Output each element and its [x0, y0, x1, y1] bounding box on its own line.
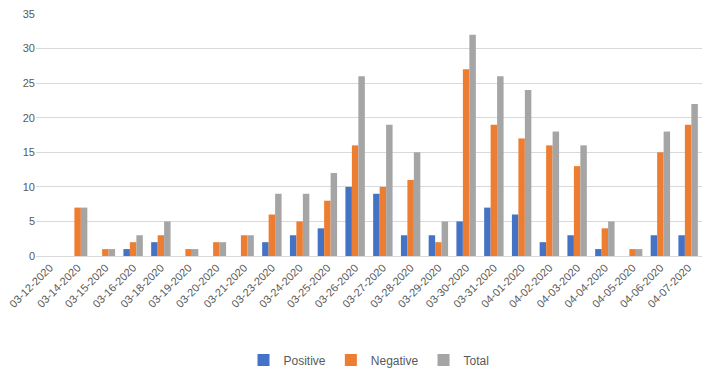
svg-text:04-04-2020: 04-04-2020 [562, 262, 610, 310]
svg-text:04-03-2020: 04-03-2020 [534, 262, 582, 310]
svg-text:03-29-2020: 03-29-2020 [395, 262, 443, 310]
svg-text:15: 15 [23, 146, 35, 158]
svg-text:03-19-2020: 03-19-2020 [146, 262, 194, 310]
svg-text:25: 25 [23, 77, 35, 89]
svg-text:04-05-2020: 04-05-2020 [590, 262, 638, 310]
svg-text:04-02-2020: 04-02-2020 [506, 262, 554, 310]
svg-text:03-15-2020: 03-15-2020 [62, 262, 110, 310]
svg-text:03-20-2020: 03-20-2020 [173, 262, 221, 310]
svg-text:03-23-2020: 03-23-2020 [229, 262, 277, 310]
svg-text:03-26-2020: 03-26-2020 [312, 262, 360, 310]
svg-text:03-21-2020: 03-21-2020 [201, 262, 249, 310]
svg-text:03-27-2020: 03-27-2020 [340, 262, 388, 310]
svg-text:03-31-2020: 03-31-2020 [451, 262, 499, 310]
svg-text:20: 20 [23, 112, 35, 124]
svg-text:10: 10 [23, 181, 35, 193]
svg-text:Negative: Negative [371, 354, 419, 368]
svg-text:0: 0 [29, 250, 35, 262]
svg-text:03-14-2020: 03-14-2020 [35, 262, 83, 310]
svg-text:03-16-2020: 03-16-2020 [90, 262, 138, 310]
svg-text:Total: Total [464, 354, 489, 368]
svg-text:5: 5 [29, 215, 35, 227]
svg-text:30: 30 [23, 42, 35, 54]
svg-text:04-06-2020: 04-06-2020 [617, 262, 665, 310]
svg-text:03-18-2020: 03-18-2020 [118, 262, 166, 310]
svg-text:03-12-2020: 03-12-2020 [7, 262, 55, 310]
svg-text:04-07-2020: 04-07-2020 [645, 262, 693, 310]
svg-text:Positive: Positive [284, 354, 326, 368]
svg-text:03-28-2020: 03-28-2020 [368, 262, 416, 310]
svg-text:03-24-2020: 03-24-2020 [257, 262, 305, 310]
svg-text:04-01-2020: 04-01-2020 [479, 262, 527, 310]
svg-text:03-30-2020: 03-30-2020 [423, 262, 471, 310]
svg-text:35: 35 [23, 8, 35, 20]
svg-text:03-25-2020: 03-25-2020 [284, 262, 332, 310]
